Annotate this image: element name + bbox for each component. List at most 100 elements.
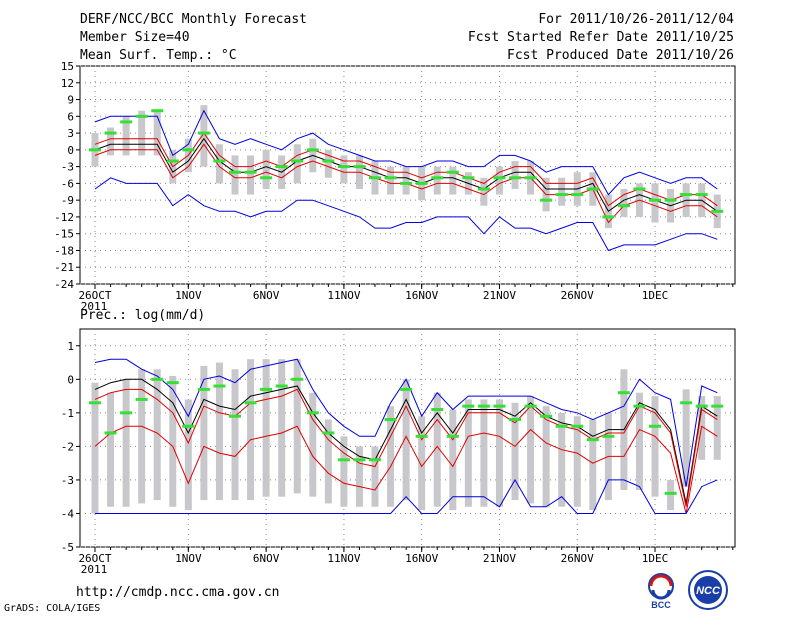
observed-marker: [617, 204, 630, 208]
observed-marker: [633, 187, 646, 191]
spread-bar: [340, 436, 348, 507]
spread-bar: [355, 446, 363, 507]
spread-bar: [324, 419, 332, 504]
spread-bar: [215, 362, 223, 501]
x-tick-label: 26NOV: [561, 289, 594, 302]
observed-marker: [524, 176, 537, 180]
observed-marker: [182, 424, 195, 428]
observed-marker: [104, 131, 117, 135]
spread-bar: [153, 369, 161, 501]
observed-marker: [477, 404, 490, 408]
spread-bar: [262, 359, 270, 497]
observed-marker: [291, 377, 304, 381]
x-tick-label: 11NOV: [327, 552, 360, 565]
x-tick-label: 26NOV: [561, 552, 594, 565]
plot-frame-0: [79, 65, 736, 285]
x-tick-label: 1NOV: [175, 552, 202, 565]
y-tick-label: 3: [67, 127, 74, 140]
series-line-ensemble-mean: [94, 137, 718, 213]
x-tick-label: 26OCT: [78, 289, 111, 302]
y-tick-label: 6: [67, 110, 74, 123]
observed-marker: [229, 170, 242, 174]
y-tick-label: -24: [54, 278, 74, 291]
forecast-range: For 2011/10/26-2011/12/04: [538, 12, 734, 27]
spread-bar: [433, 392, 441, 507]
spread-bar: [635, 392, 643, 490]
observed-marker: [540, 198, 553, 202]
observed-marker: [353, 165, 366, 169]
plot-frame-1: [79, 328, 736, 548]
observed-marker: [415, 181, 428, 185]
spread-bar: [480, 177, 488, 206]
observed-marker: [493, 176, 506, 180]
x-tick-label: 6NOV: [253, 289, 280, 302]
observed-marker: [571, 424, 584, 428]
spread-bar: [589, 419, 597, 511]
observed-marker: [649, 198, 662, 202]
series-line-max: [94, 109, 718, 196]
y-tick-label: -18: [54, 244, 74, 257]
spread-bar: [667, 479, 675, 511]
observed-marker: [711, 404, 724, 408]
y-tick-label: 12: [61, 77, 74, 90]
x-tick-label: 16NOV: [405, 289, 438, 302]
observed-marker: [664, 491, 677, 495]
series-line-upper-red: [94, 132, 718, 207]
series-line-min: [94, 177, 718, 252]
spread-bar: [682, 389, 690, 487]
x-tick-label: 1NOV: [175, 289, 202, 302]
spread-bar: [480, 399, 488, 507]
spread-bar: [558, 412, 566, 507]
spread-bar: [262, 149, 270, 189]
y-tick-label: -5: [61, 541, 74, 554]
spread-bar: [387, 406, 395, 507]
spread-bar: [511, 402, 519, 501]
observed-marker: [322, 159, 335, 163]
spread-bar: [200, 365, 208, 501]
spread-bar: [107, 127, 115, 156]
spread-bar: [169, 375, 177, 507]
observed-marker: [586, 438, 599, 442]
observed-marker: [213, 159, 226, 163]
spread-bar: [215, 144, 223, 184]
observed-marker: [104, 431, 117, 435]
spread-bar: [620, 188, 628, 217]
observed-marker: [275, 165, 288, 169]
y-tick-label: -12: [54, 211, 74, 224]
observed-marker: [244, 401, 257, 405]
observed-marker: [244, 170, 257, 174]
observed-marker: [275, 384, 288, 388]
observed-marker: [353, 458, 366, 462]
spread-bar: [153, 110, 161, 156]
spread-bar: [138, 369, 146, 504]
spread-bar: [464, 399, 472, 507]
observed-marker: [664, 198, 677, 202]
spread-bar: [387, 166, 395, 195]
y-tick-label: -1: [61, 407, 74, 420]
spread-bar: [371, 446, 379, 507]
spread-bar: [527, 396, 535, 504]
spread-bar: [402, 166, 410, 195]
y-tick-label: -3: [61, 161, 74, 174]
observed-marker: [695, 193, 708, 197]
x-tick-label: 1DEC: [642, 289, 669, 302]
x-tick-label: 6NOV: [253, 552, 280, 565]
grads-credit: GrADS: COLA/IGES: [4, 603, 101, 614]
observed-marker: [135, 114, 148, 118]
observed-marker: [135, 397, 148, 401]
observed-marker: [633, 404, 646, 408]
spread-bar: [324, 149, 332, 178]
observed-marker: [400, 181, 413, 185]
spread-bar: [449, 166, 457, 195]
spread-bar: [511, 161, 519, 189]
ncc-logo-text: NCC: [696, 585, 721, 597]
spread-bar: [138, 110, 146, 156]
observed-marker: [477, 187, 490, 191]
observed-marker: [337, 458, 350, 462]
x-tick-label: 21NOV: [483, 289, 516, 302]
variable-label-temp: Mean Surf. Temp.: °C: [80, 48, 237, 63]
y-tick-label: 9: [67, 94, 74, 107]
source-url[interactable]: http://cmdp.ncc.cma.gov.cn: [76, 585, 280, 600]
observed-marker: [89, 148, 101, 152]
